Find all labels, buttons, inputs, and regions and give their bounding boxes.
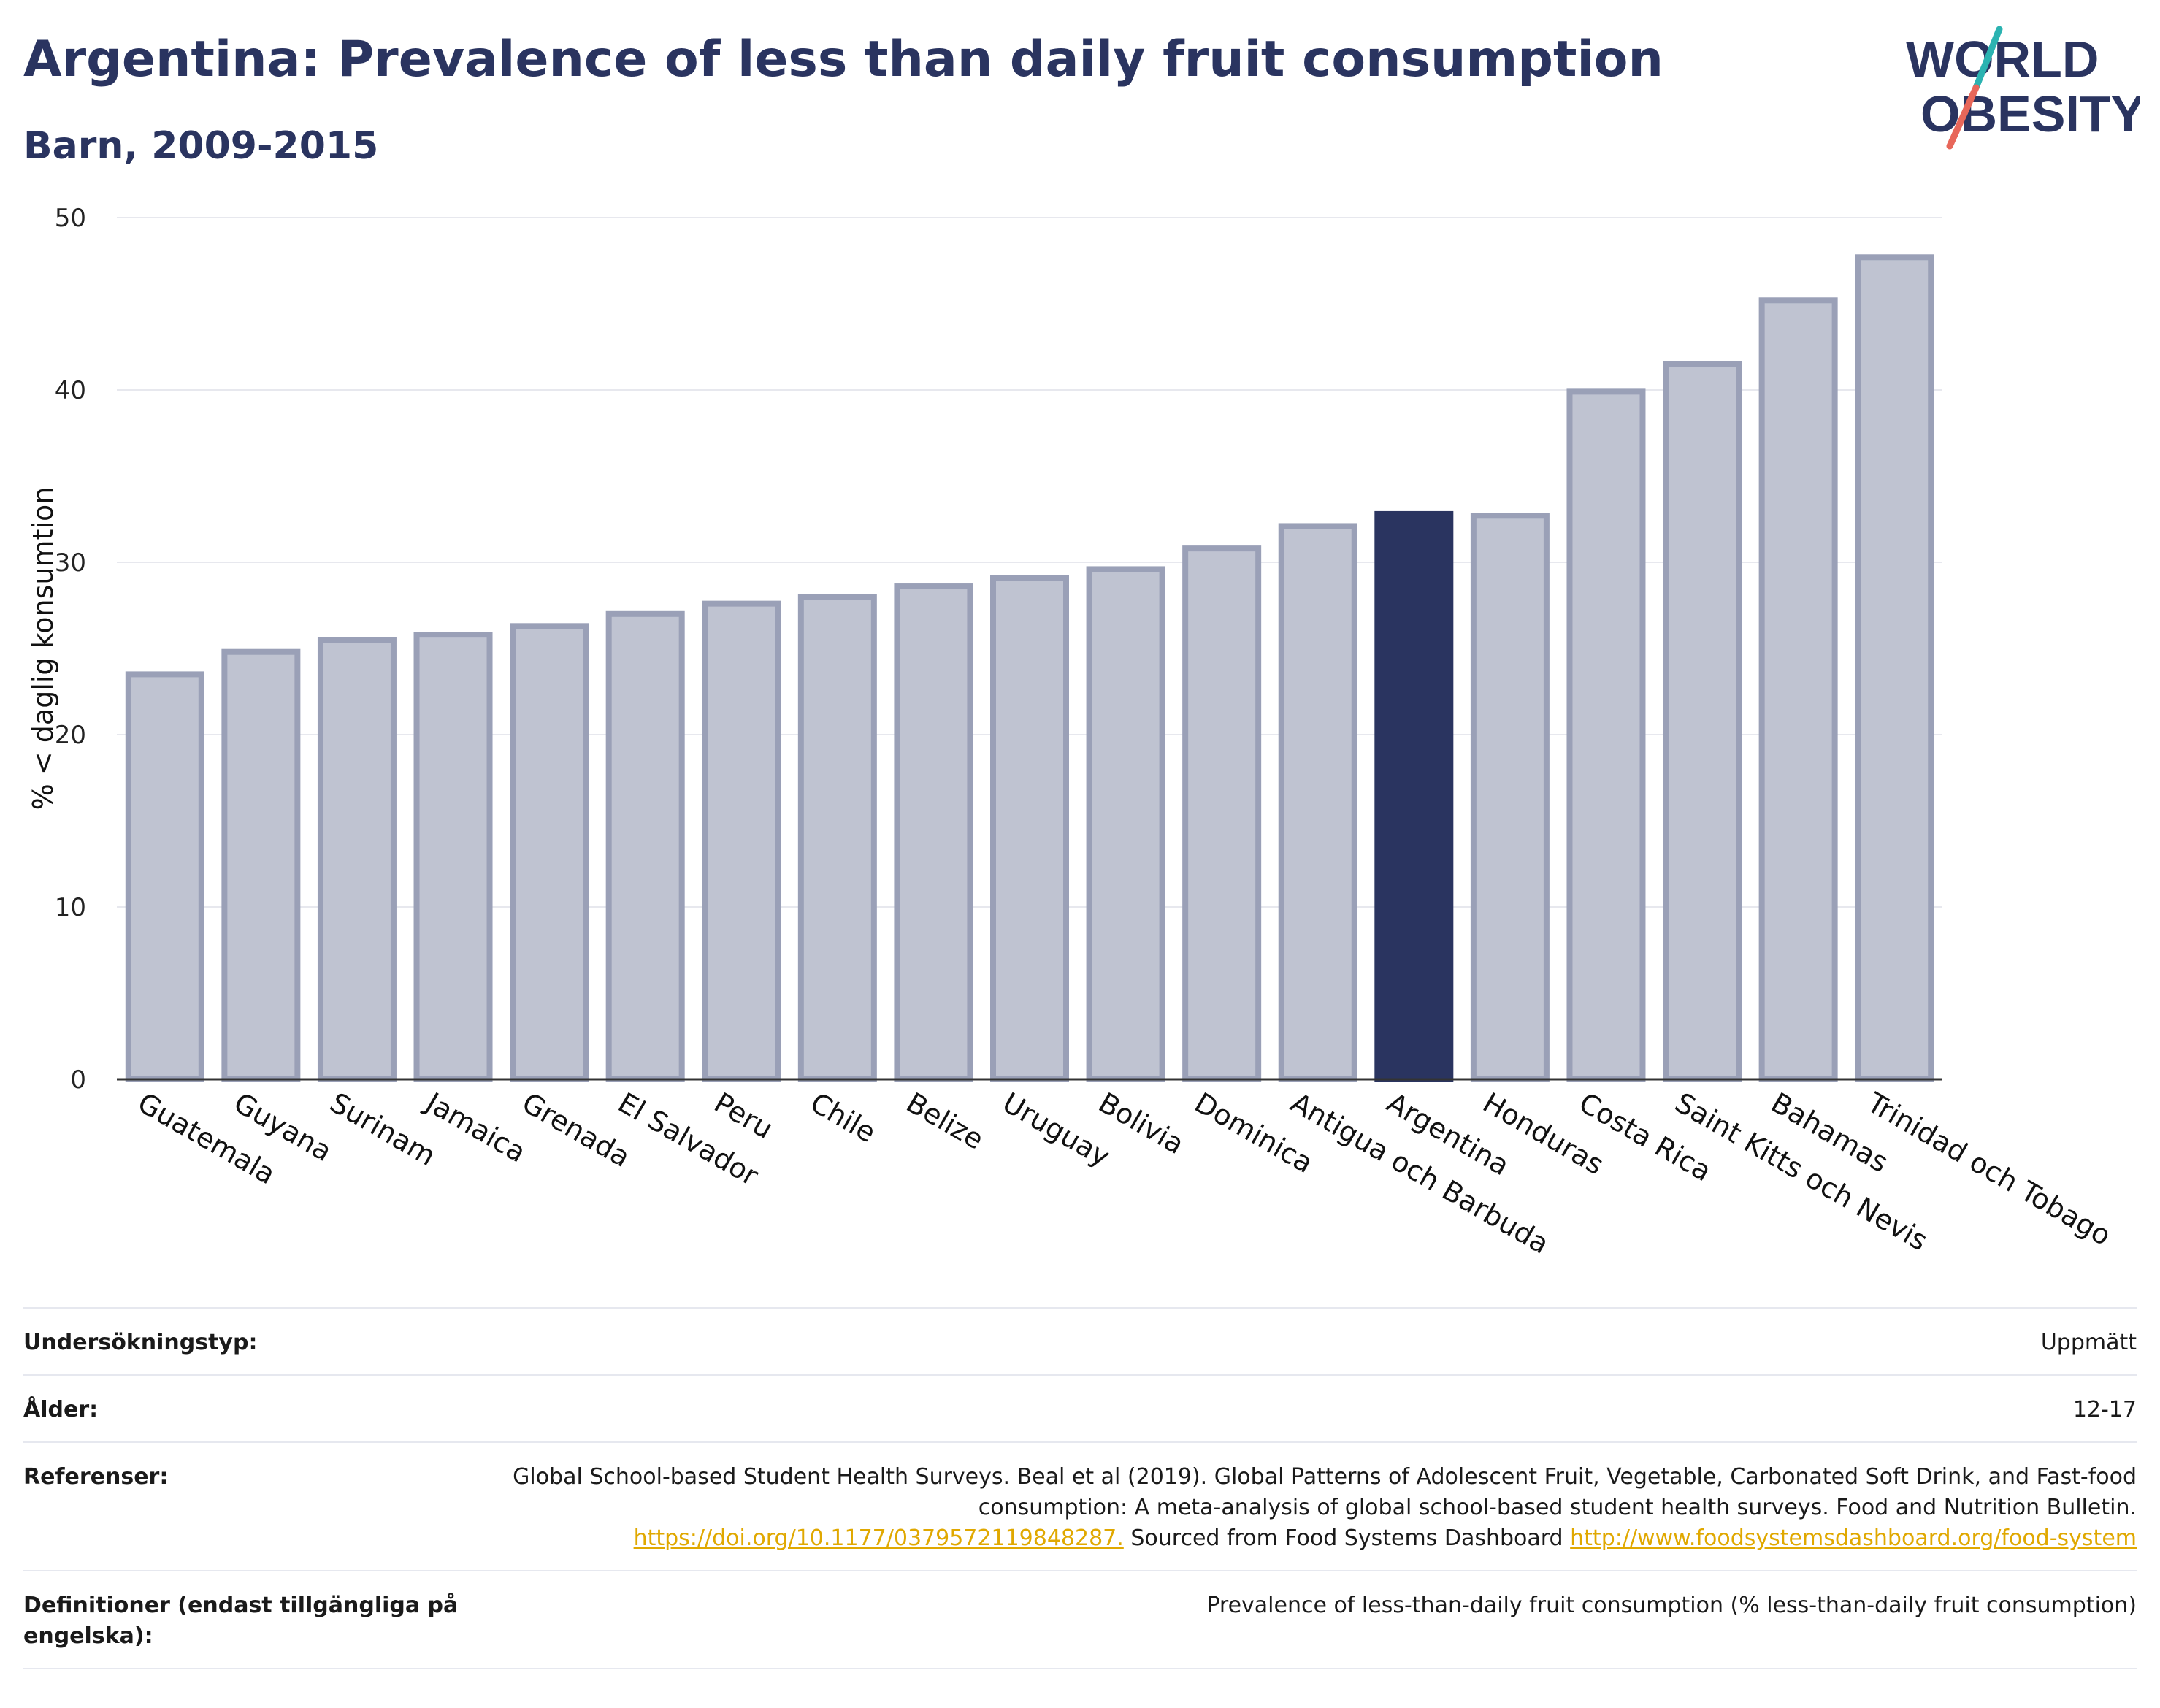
bar-belize — [894, 583, 973, 1082]
meta-label: Ålder: — [23, 1397, 99, 1422]
metadata-table: Undersökningstyp: Uppmätt Ålder: 12-17 R… — [23, 1307, 2137, 1669]
bar-dominica — [1182, 545, 1262, 1082]
bar-bahamas — [1758, 297, 1838, 1082]
x-tick-label: Chile — [805, 1087, 881, 1149]
bar-el-salvador — [605, 610, 685, 1082]
bar-bolivia — [1086, 566, 1165, 1082]
chart-subtitle: Barn, 2009-2015 — [23, 124, 379, 168]
meta-label: Undersökningstyp: — [23, 1330, 258, 1355]
x-tick-label: Uruguay — [997, 1087, 1116, 1173]
meta-value: Global School-based Student Health Surve… — [505, 1462, 2137, 1554]
x-tick-label: Belize — [901, 1087, 989, 1156]
y-tick-label: 10 — [55, 893, 86, 922]
y-axis-ticks: 0 10 20 30 40 50 — [55, 204, 86, 1095]
bar-peru — [702, 600, 781, 1082]
x-tick-label: Surinam — [324, 1087, 441, 1172]
bar-honduras — [1470, 513, 1550, 1082]
logo-line1: WORLD — [1906, 31, 2099, 88]
meta-value: 12-17 — [2072, 1397, 2137, 1422]
bars — [125, 254, 1934, 1083]
chart-title: Argentina: Prevalence of less than daily… — [23, 31, 1663, 88]
meta-value: Prevalence of less-than-daily fruit cons… — [1206, 1593, 2137, 1618]
bar-chile — [797, 594, 877, 1082]
meta-label: Referenser: — [23, 1464, 169, 1490]
meta-row-definitions: Definitioner (endast tillgängliga på eng… — [23, 1570, 2137, 1669]
bar-antigua-och-barbuda — [1278, 523, 1357, 1082]
y-tick-label: 20 — [55, 721, 86, 750]
bar-guatemala — [125, 671, 204, 1082]
bar-surinam — [317, 637, 397, 1082]
bar-grenada — [510, 623, 589, 1082]
bar-trinidad-och-tobago — [1855, 254, 1934, 1082]
world-obesity-logo: WORLD OBESITY — [1906, 26, 2140, 150]
bar-chart: 0 10 20 30 40 50 GuatemalaGuyanaSurinamJamaic… — [27, 204, 2116, 1260]
bar-jamaica — [413, 632, 493, 1082]
reference-text: Global School-based Student Health Surve… — [513, 1464, 2137, 1520]
meta-row-age: Ålder: 12-17 — [23, 1374, 2137, 1441]
y-tick-label: 0 — [70, 1065, 86, 1095]
bar-uruguay — [990, 575, 1069, 1082]
meta-value: Uppmätt — [2040, 1330, 2137, 1355]
meta-row-references: Referenser: Global School-based Student … — [23, 1441, 2137, 1570]
bar-argentina — [1374, 510, 1454, 1083]
doi-link[interactable]: https://doi.org/10.1177/0379572119848287… — [633, 1525, 1124, 1551]
y-tick-label: 50 — [55, 204, 86, 233]
x-tick-label: Jamaica — [419, 1086, 531, 1169]
meta-row-survey-type: Undersökningstyp: Uppmätt — [23, 1307, 2137, 1374]
y-tick-label: 40 — [55, 376, 86, 405]
y-axis-label: % < daglig konsumtion — [27, 487, 59, 811]
reference-source-text: Sourced from Food Systems Dashboard — [1130, 1525, 1563, 1551]
x-tick-label: Peru — [709, 1087, 778, 1145]
bar-guyana — [221, 648, 301, 1082]
y-tick-label: 30 — [55, 548, 86, 578]
bar-saint-kitts-och-nevis — [1663, 361, 1742, 1083]
meta-label: Definitioner (endast tillgängliga på eng… — [23, 1593, 459, 1649]
bar-costa-rica — [1566, 388, 1646, 1082]
x-tick-label: Grenada — [517, 1087, 636, 1173]
food-systems-dashboard-link[interactable]: http://www.foodsystemsdashboard.org/food… — [1570, 1525, 2137, 1551]
